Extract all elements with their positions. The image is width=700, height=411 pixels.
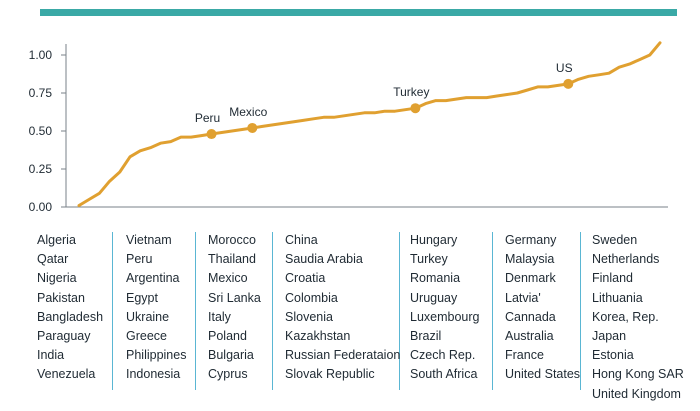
country-name: Hungary (410, 233, 458, 247)
column-separator (580, 232, 581, 390)
country-name: Luxembourg (410, 309, 480, 324)
country-name: Germany (505, 233, 557, 247)
country-name: Bulgaria (208, 348, 254, 363)
y-tick-label: 0.75 (29, 86, 53, 100)
country-name: Malaysia (505, 252, 555, 267)
country-name: Korea, Rep. (592, 309, 659, 324)
country-column: China Saudia Arabia Croatia Colombia Sloveni… (285, 231, 400, 385)
country-name: Qatar (37, 252, 69, 267)
y-axis-ticks: 0.00 0.25 0.50 0.75 1.00 (29, 48, 66, 214)
country-name: Colombia (285, 290, 338, 305)
country-name: Argentina (126, 271, 180, 286)
country-column: Germany Malaysia Denmark Latvia' Cannada Aust… (505, 231, 580, 385)
country-name: Nigeria (37, 271, 77, 286)
country-name: Thailand (208, 252, 256, 267)
country-name: Philippines (126, 348, 187, 363)
highlight-point (563, 78, 574, 89)
series-line (77, 41, 662, 207)
country-name: Greece (126, 329, 167, 344)
column-separator (399, 232, 400, 390)
column-separator (492, 232, 493, 390)
country-name: France (505, 348, 544, 363)
y-tick-label: 0.00 (29, 200, 53, 214)
country-name: Turkey (410, 252, 448, 267)
country-name: Italy (208, 309, 231, 324)
country-name: Peru (126, 252, 153, 267)
country-name: Bangladesh (37, 309, 104, 324)
country-name: Romania (410, 271, 461, 286)
y-tick-label: 0.25 (29, 162, 53, 176)
country-name: Finland (592, 271, 633, 286)
country-name: India (37, 348, 65, 363)
country-name: South Africa (410, 367, 478, 382)
highlight-point (247, 122, 258, 133)
highlight-point (206, 129, 217, 140)
point-label: Turkey (393, 85, 429, 99)
country-name: Cannada (505, 309, 556, 324)
country-name: United Kingdom (592, 386, 681, 401)
y-tick-label: 1.00 (29, 48, 53, 62)
country-column: Sweden Netherlands Finland Lithuania Korea, … (592, 231, 684, 404)
country-name: Mexico (208, 271, 248, 286)
point-label: Mexico (229, 105, 267, 119)
country-column: Morocco Thailand Mexico Sri Lanka Italy Polan… (208, 231, 261, 385)
country-name: Pakistan (37, 290, 85, 305)
chart-axes (65, 44, 668, 208)
country-name: Czech Rep. (410, 348, 476, 363)
country-name: Paraguay (37, 329, 91, 344)
country-name: Latvia' (505, 290, 541, 305)
country-name: Australia (505, 329, 554, 344)
country-name: Brazil (410, 329, 442, 344)
country-column: Hungary Turkey Romania Uruguay Luxembourg Bra… (410, 231, 480, 385)
country-name: Uruguay (410, 290, 458, 305)
chart-series (77, 41, 662, 207)
line-chart: 0.00 0.25 0.50 0.75 1.00 Peru Mexico Turkey US (29, 41, 668, 214)
country-name: Vietnam (126, 233, 172, 247)
country-name: Sweden (592, 233, 638, 247)
column-separator (272, 232, 273, 390)
country-name: United States (505, 367, 581, 382)
country-name: Hong Kong SAR (592, 367, 684, 382)
country-name: Croatia (285, 271, 326, 286)
country-name: Cyprus (208, 367, 248, 382)
country-name: Algeria (37, 233, 76, 247)
country-name: Egypt (126, 290, 158, 305)
column-separator (195, 232, 196, 390)
country-name: Ukraine (126, 309, 170, 324)
header-accent-bar (40, 9, 677, 16)
country-name: China (285, 233, 318, 247)
y-tick-label: 0.50 (29, 124, 53, 138)
country-name: Indonesia (126, 367, 181, 382)
highlight-point (410, 103, 421, 114)
country-name: Venezuela (37, 367, 96, 382)
point-label: Peru (195, 111, 220, 125)
country-name: Netherlands (592, 252, 660, 267)
highlighted-points: Peru Mexico Turkey US (195, 61, 574, 140)
country-name: Slovenia (285, 309, 333, 324)
country-name: Poland (208, 329, 247, 344)
country-name: Denmark (505, 271, 556, 286)
country-name: Slovak Republic (285, 367, 375, 382)
country-name: Kazakhstan (285, 329, 351, 344)
country-name: Lithuania (592, 290, 643, 305)
country-name: Sri Lanka (208, 290, 261, 305)
country-name: Estonia (592, 348, 634, 363)
country-name: Russian Federataion (285, 348, 401, 363)
country-column: Algeria Qatar Nigeria Pakistan Bangladesh Par… (37, 231, 103, 385)
country-name: Saudia Arabia (285, 252, 363, 267)
country-column: Vietnam Peru Argentina Egypt Ukraine Greece Ph… (126, 231, 186, 385)
country-name: Morocco (208, 233, 256, 247)
column-separator (112, 232, 113, 390)
point-label: US (556, 61, 573, 75)
country-name: Japan (592, 329, 627, 344)
